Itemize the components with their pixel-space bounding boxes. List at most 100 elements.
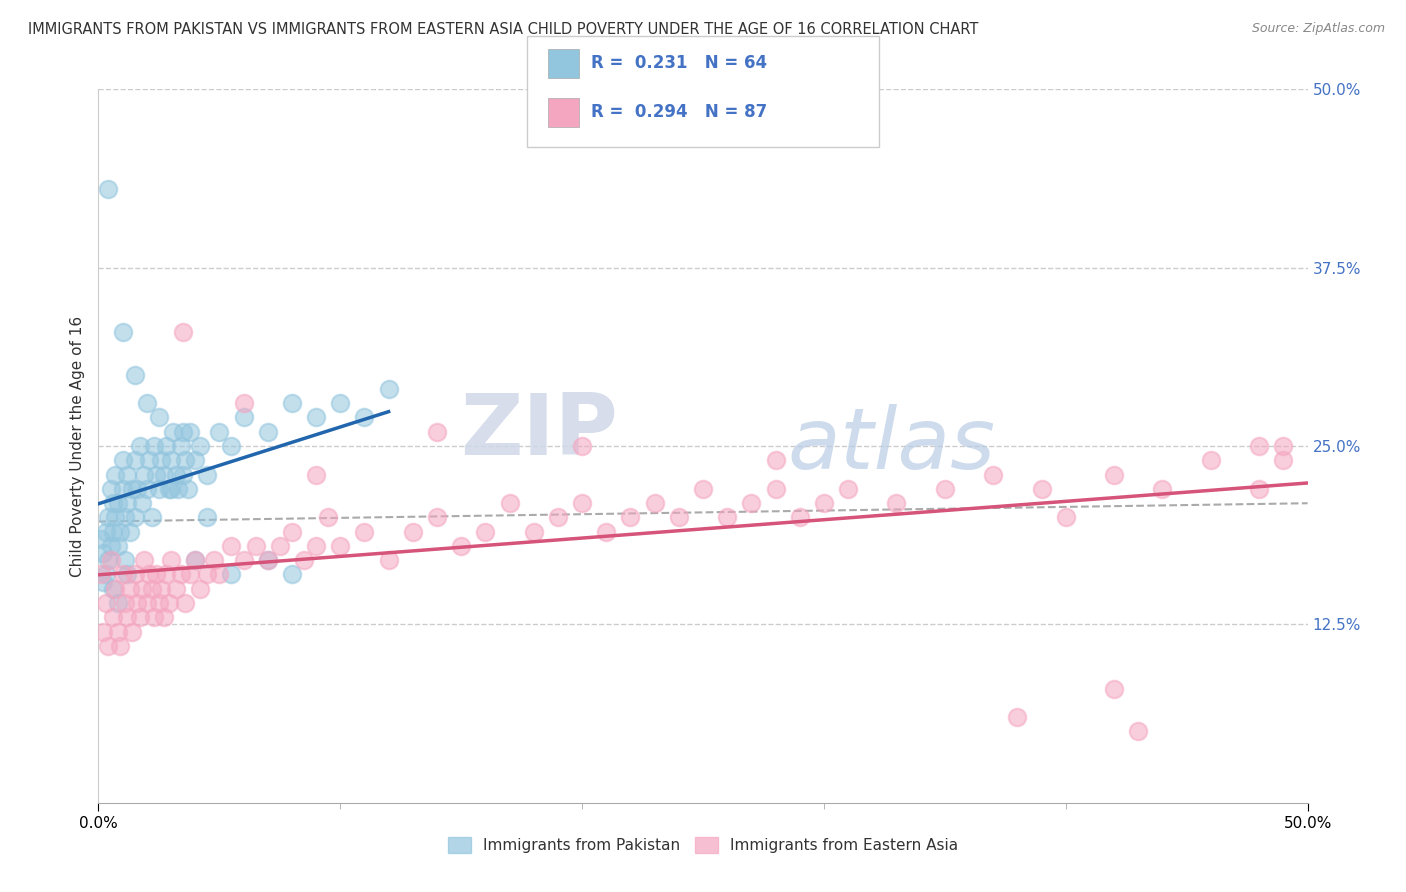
Point: [152, 467, 174, 482]
Point: [117, 567, 139, 582]
Point: [172, 425, 194, 439]
Point: [316, 510, 339, 524]
Point: [165, 467, 187, 482]
Point: [765, 482, 787, 496]
Point: [111, 325, 134, 339]
Point: [169, 439, 191, 453]
Point: [107, 624, 129, 639]
Point: [167, 482, 190, 496]
Point: [195, 467, 218, 482]
Point: [377, 382, 399, 396]
Point: [174, 453, 197, 467]
Point: [934, 482, 956, 496]
Point: [124, 510, 146, 524]
Point: [177, 482, 200, 496]
Point: [138, 567, 160, 582]
Point: [668, 510, 690, 524]
Point: [101, 582, 124, 596]
Point: [281, 396, 304, 410]
Point: [886, 496, 908, 510]
Point: [121, 624, 143, 639]
Point: [157, 596, 180, 610]
Point: [269, 539, 291, 553]
Text: ZIP: ZIP: [461, 390, 619, 474]
Point: [179, 567, 201, 582]
Point: [232, 410, 254, 425]
Point: [141, 582, 163, 596]
Point: [305, 410, 328, 425]
Point: [221, 539, 243, 553]
Point: [101, 496, 124, 510]
Point: [162, 425, 184, 439]
Point: [256, 553, 278, 567]
Point: [353, 524, 375, 539]
Point: [1199, 453, 1222, 467]
Point: [1272, 453, 1295, 467]
Point: [426, 425, 449, 439]
Text: R =  0.231   N = 64: R = 0.231 N = 64: [591, 54, 766, 72]
Point: [174, 596, 197, 610]
Point: [100, 553, 122, 567]
Text: Source: ZipAtlas.com: Source: ZipAtlas.com: [1251, 22, 1385, 36]
Point: [221, 567, 243, 582]
Point: [160, 453, 183, 467]
Point: [108, 524, 131, 539]
Point: [692, 482, 714, 496]
Point: [1249, 482, 1271, 496]
Point: [111, 453, 134, 467]
Point: [281, 567, 304, 582]
Point: [114, 510, 136, 524]
Point: [402, 524, 425, 539]
Point: [97, 639, 120, 653]
Point: [305, 539, 328, 553]
Point: [195, 567, 218, 582]
Point: [256, 553, 278, 567]
Point: [813, 496, 835, 510]
Point: [1152, 482, 1174, 496]
Point: [97, 182, 120, 196]
Point: [117, 496, 139, 510]
Point: [789, 510, 811, 524]
Point: [1102, 681, 1125, 696]
Point: [145, 467, 167, 482]
Point: [143, 610, 166, 624]
Point: [118, 582, 141, 596]
Point: [118, 524, 141, 539]
Point: [184, 553, 207, 567]
Point: [131, 496, 153, 510]
Point: [111, 567, 134, 582]
Point: [128, 439, 150, 453]
Point: [547, 510, 569, 524]
Point: [90, 532, 112, 546]
Point: [179, 425, 201, 439]
Point: [121, 482, 143, 496]
Point: [595, 524, 617, 539]
Point: [104, 467, 127, 482]
Point: [169, 567, 191, 582]
Point: [145, 567, 167, 582]
Point: [740, 496, 762, 510]
Point: [101, 610, 124, 624]
Point: [353, 410, 375, 425]
Point: [981, 467, 1004, 482]
Point: [232, 396, 254, 410]
Point: [450, 539, 472, 553]
Point: [152, 610, 174, 624]
Point: [644, 496, 666, 510]
Point: [148, 596, 170, 610]
Point: [204, 553, 226, 567]
Point: [172, 325, 194, 339]
Point: [426, 510, 449, 524]
Point: [91, 624, 114, 639]
Point: [124, 453, 146, 467]
Point: [1031, 482, 1053, 496]
Point: [474, 524, 496, 539]
Point: [1128, 724, 1150, 739]
Point: [107, 496, 129, 510]
Point: [135, 482, 157, 496]
Point: [188, 439, 211, 453]
Point: [208, 425, 231, 439]
Point: [107, 539, 129, 553]
Point: [143, 439, 166, 453]
Point: [128, 610, 150, 624]
